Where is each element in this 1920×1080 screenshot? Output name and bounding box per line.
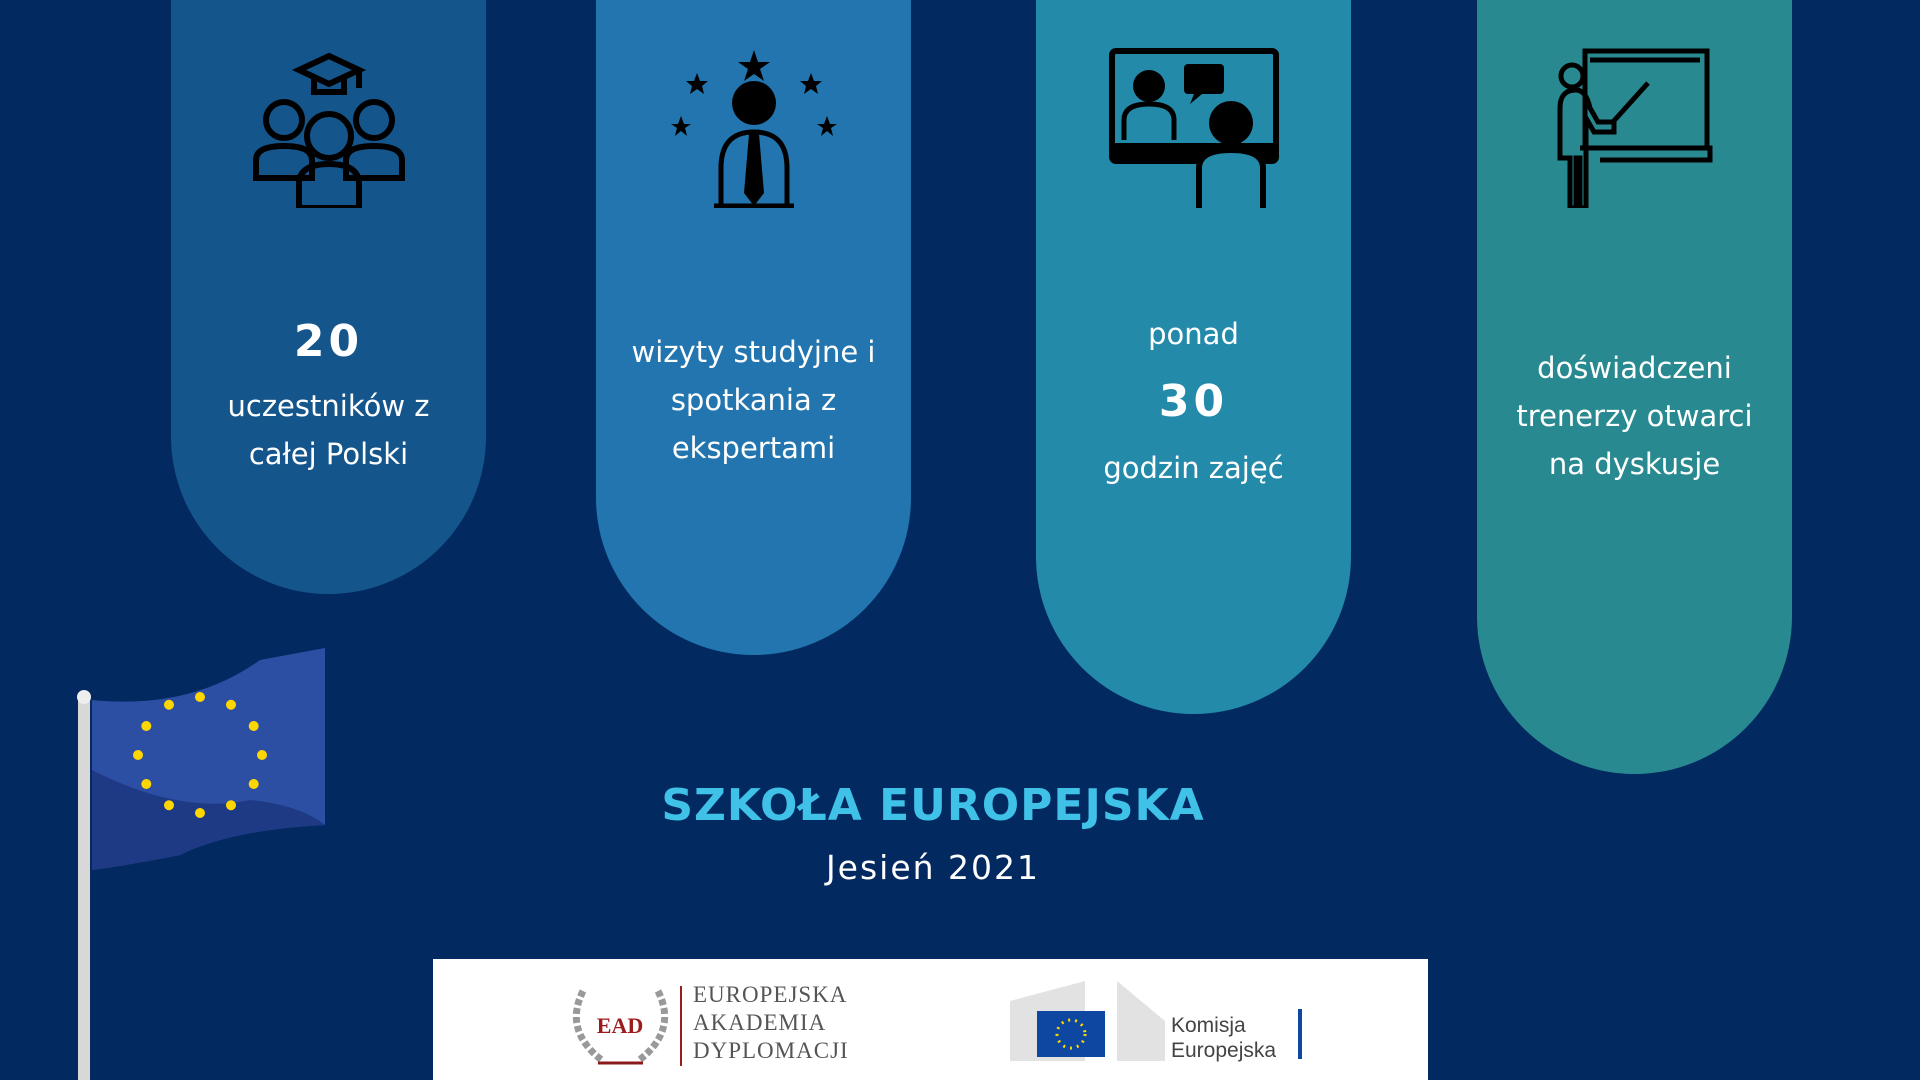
flag-star xyxy=(141,721,152,731)
hours-prefix: ponad xyxy=(1148,317,1239,351)
page-title: SZKOŁA EUROPEJSKA xyxy=(661,780,1205,831)
ead-name: EUROPEJSKA AKADEMIA DYPLOMACJI xyxy=(693,981,849,1065)
ead-laurel-logo: EAD xyxy=(572,986,682,1066)
flag-star xyxy=(195,692,205,702)
trainers-line-2: trenerzy otwarci xyxy=(1516,399,1753,433)
graduates-group-icon xyxy=(252,52,405,208)
flag-star xyxy=(226,800,236,811)
participants-line-2: całej Polski xyxy=(248,437,409,471)
expert-stars-icon xyxy=(670,50,837,208)
flag-star xyxy=(164,800,174,811)
visits-line-2: spotkania z xyxy=(670,383,837,417)
stat-card-participants: 20 uczestników z całej Polski xyxy=(171,0,486,594)
flag-star xyxy=(164,699,174,710)
stat-card-visits: wizyty studyjne i spotkania z ekspertami xyxy=(596,0,911,655)
flag-star xyxy=(226,699,236,710)
hours-number: 30 xyxy=(1158,376,1229,427)
trainer-whiteboard-icon xyxy=(1557,48,1712,208)
flag-star xyxy=(141,779,152,789)
flag-star xyxy=(195,808,205,818)
stat-card-hours: ponad 30 godzin zajęć xyxy=(1036,0,1351,714)
trainers-line-3: na dyskusje xyxy=(1548,447,1721,481)
visits-line-1: wizyty studyjne i xyxy=(631,335,876,369)
flag-star xyxy=(248,721,259,731)
ead-mark: EAD xyxy=(597,1013,643,1038)
trainers-line-1: doświadczeni xyxy=(1537,351,1732,385)
page-subtitle: Jesień 2021 xyxy=(825,848,1041,887)
ead-line-1: EUROPEJSKA xyxy=(693,982,848,1007)
ec-line-1: Komisja xyxy=(1171,1014,1246,1037)
ead-line-2: AKADEMIA xyxy=(693,1010,827,1035)
visits-line-3: ekspertami xyxy=(671,431,836,465)
video-meeting-icon xyxy=(1108,48,1279,208)
partner-logos-bar: EAD EUROPEJSKA AKADEMIA DYPLOMACJI Komis… xyxy=(433,959,1428,1080)
flag-star xyxy=(248,779,259,789)
ec-line-2: Europejska xyxy=(1171,1039,1277,1062)
stat-card-trainers: doświadczeni trenerzy otwarci na dyskusj… xyxy=(1477,0,1792,774)
flag-star xyxy=(257,750,267,760)
participants-number: 20 xyxy=(293,316,364,367)
ead-line-3: DYPLOMACJI xyxy=(693,1038,849,1063)
european-commission-logo xyxy=(1010,981,1302,1061)
hours-line-1: godzin zajęć xyxy=(1103,451,1284,485)
eu-flag-icon xyxy=(77,648,325,1080)
participants-line-1: uczestników z xyxy=(227,389,430,423)
ec-name: Komisja Europejska xyxy=(1171,1013,1276,1063)
flag-star xyxy=(133,750,143,760)
